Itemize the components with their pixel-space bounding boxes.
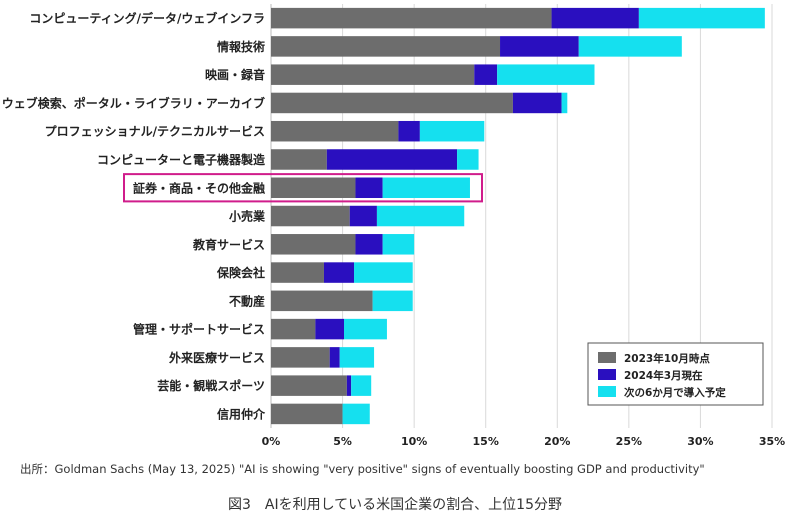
x-tick-label: 0%: [262, 435, 281, 448]
bar-segment-series-1: [271, 403, 343, 425]
bar-segment-series-1: [271, 64, 475, 85]
bar-segment-series-2: [326, 149, 458, 170]
category-label: 信用仲介: [217, 406, 266, 421]
bar-segment-series-1: [271, 120, 399, 142]
x-tick-label: 20%: [544, 435, 570, 448]
bar-segment-series-2: [346, 375, 352, 396]
category-label: 保険会社: [216, 265, 265, 280]
bar-segment-series-1: [271, 318, 316, 340]
category-label: ウェブ検索、ポータル・ライブラリ・アーカイブ: [2, 95, 265, 110]
stacked-bar-chart: コンピューティング/データ/ウェブインフラ情報技術映画・録音ウェブ検索、ポータル…: [2, 4, 786, 448]
category-label: 情報技術: [217, 39, 265, 54]
bar-segment-series-3: [354, 262, 413, 283]
category-label: 管理・サポートサービス: [133, 322, 265, 337]
bar-segment-series-3: [457, 149, 479, 170]
highlight-box: [123, 173, 483, 203]
bar-segment-series-2: [315, 318, 345, 340]
bar-segment-series-3: [561, 92, 568, 114]
category-label: 不動産: [229, 293, 265, 308]
category-label: 教育サービス: [192, 237, 265, 252]
bar-segment-series-1: [271, 149, 327, 170]
category-label: プロフェッショナル/テクニカルサービス: [45, 124, 265, 139]
x-tick-label: 10%: [401, 435, 427, 448]
category-label: 映画・録音: [205, 67, 265, 82]
legend-swatch: [598, 369, 616, 380]
bar-segment-series-2: [551, 7, 639, 29]
bar-segment-series-2: [474, 64, 498, 85]
bar-segment-series-3: [382, 234, 415, 255]
bar-segment-series-2: [349, 205, 377, 227]
bar-segment-series-1: [271, 234, 356, 255]
legend-box: [587, 342, 764, 406]
bar-segment-series-3: [342, 403, 370, 425]
legend-label: 2023年10月時点: [624, 352, 710, 365]
x-tick-label: 30%: [687, 435, 713, 448]
bar-segment-series-2: [512, 92, 562, 114]
bar-segment-series-3: [376, 205, 465, 227]
bar-segment-series-2: [323, 262, 355, 283]
category-label: 小売業: [229, 209, 266, 224]
bar-segment-series-1: [271, 177, 356, 199]
bar-segment-series-3: [344, 318, 387, 340]
legend-swatch: [598, 386, 616, 397]
bar-segment-series-1: [271, 92, 513, 114]
bar-segment-series-3: [419, 120, 485, 142]
x-tick-label: 35%: [759, 435, 785, 448]
bar-segment-series-1: [271, 7, 552, 29]
bar-segment-series-2: [500, 36, 579, 57]
bar-segment-series-2: [329, 347, 340, 368]
bar-segment-series-2: [355, 177, 383, 199]
category-label: 証券・商品・その他金融: [133, 180, 265, 195]
bar-segment-series-3: [351, 375, 372, 396]
bar-segment-series-1: [271, 347, 330, 368]
bar-segment-series-1: [271, 36, 501, 57]
figure-caption: 図3 AIを利用している米国企業の割合、上位15分野: [227, 497, 562, 513]
category-label: コンピューティング/データ/ウェブインフラ: [29, 11, 265, 26]
legend-label: 次の6か月で導入予定: [624, 386, 726, 399]
x-tick-labels: 0% 5% 10% 15% 20% 25% 30% 35%: [262, 435, 786, 448]
bars: [271, 7, 765, 425]
bar-segment-series-1: [271, 375, 347, 396]
bar-segment-series-1: [271, 290, 373, 312]
bar-segment-series-2: [355, 234, 383, 255]
source-note: 出所：Goldman Sachs (May 13, 2025) "AI is s…: [20, 462, 705, 476]
bar-segment-series-3: [382, 177, 470, 199]
category-label: 芸能・観戦スポーツ: [157, 378, 265, 393]
bar-segment-series-3: [638, 7, 765, 29]
bar-segment-series-3: [339, 347, 375, 368]
bar-segment-series-3: [372, 290, 413, 312]
category-label: コンピューターと電子機器製造: [97, 152, 266, 167]
bar-segment-series-1: [271, 262, 324, 283]
bar-segment-series-3: [497, 64, 595, 85]
x-tick-label: 25%: [616, 435, 642, 448]
bar-segment-series-1: [271, 205, 350, 227]
legend-swatch: [598, 352, 616, 363]
category-label: 外来医療サービス: [169, 350, 265, 365]
bar-segment-series-2: [398, 120, 420, 142]
x-tick-label: 15%: [473, 435, 499, 448]
x-tick-label: 5%: [333, 435, 352, 448]
category-labels: コンピューティング/データ/ウェブインフラ情報技術映画・録音ウェブ検索、ポータル…: [2, 11, 266, 422]
bar-segment-series-3: [578, 36, 682, 57]
legend-label: 2024年3月現在: [624, 369, 703, 382]
